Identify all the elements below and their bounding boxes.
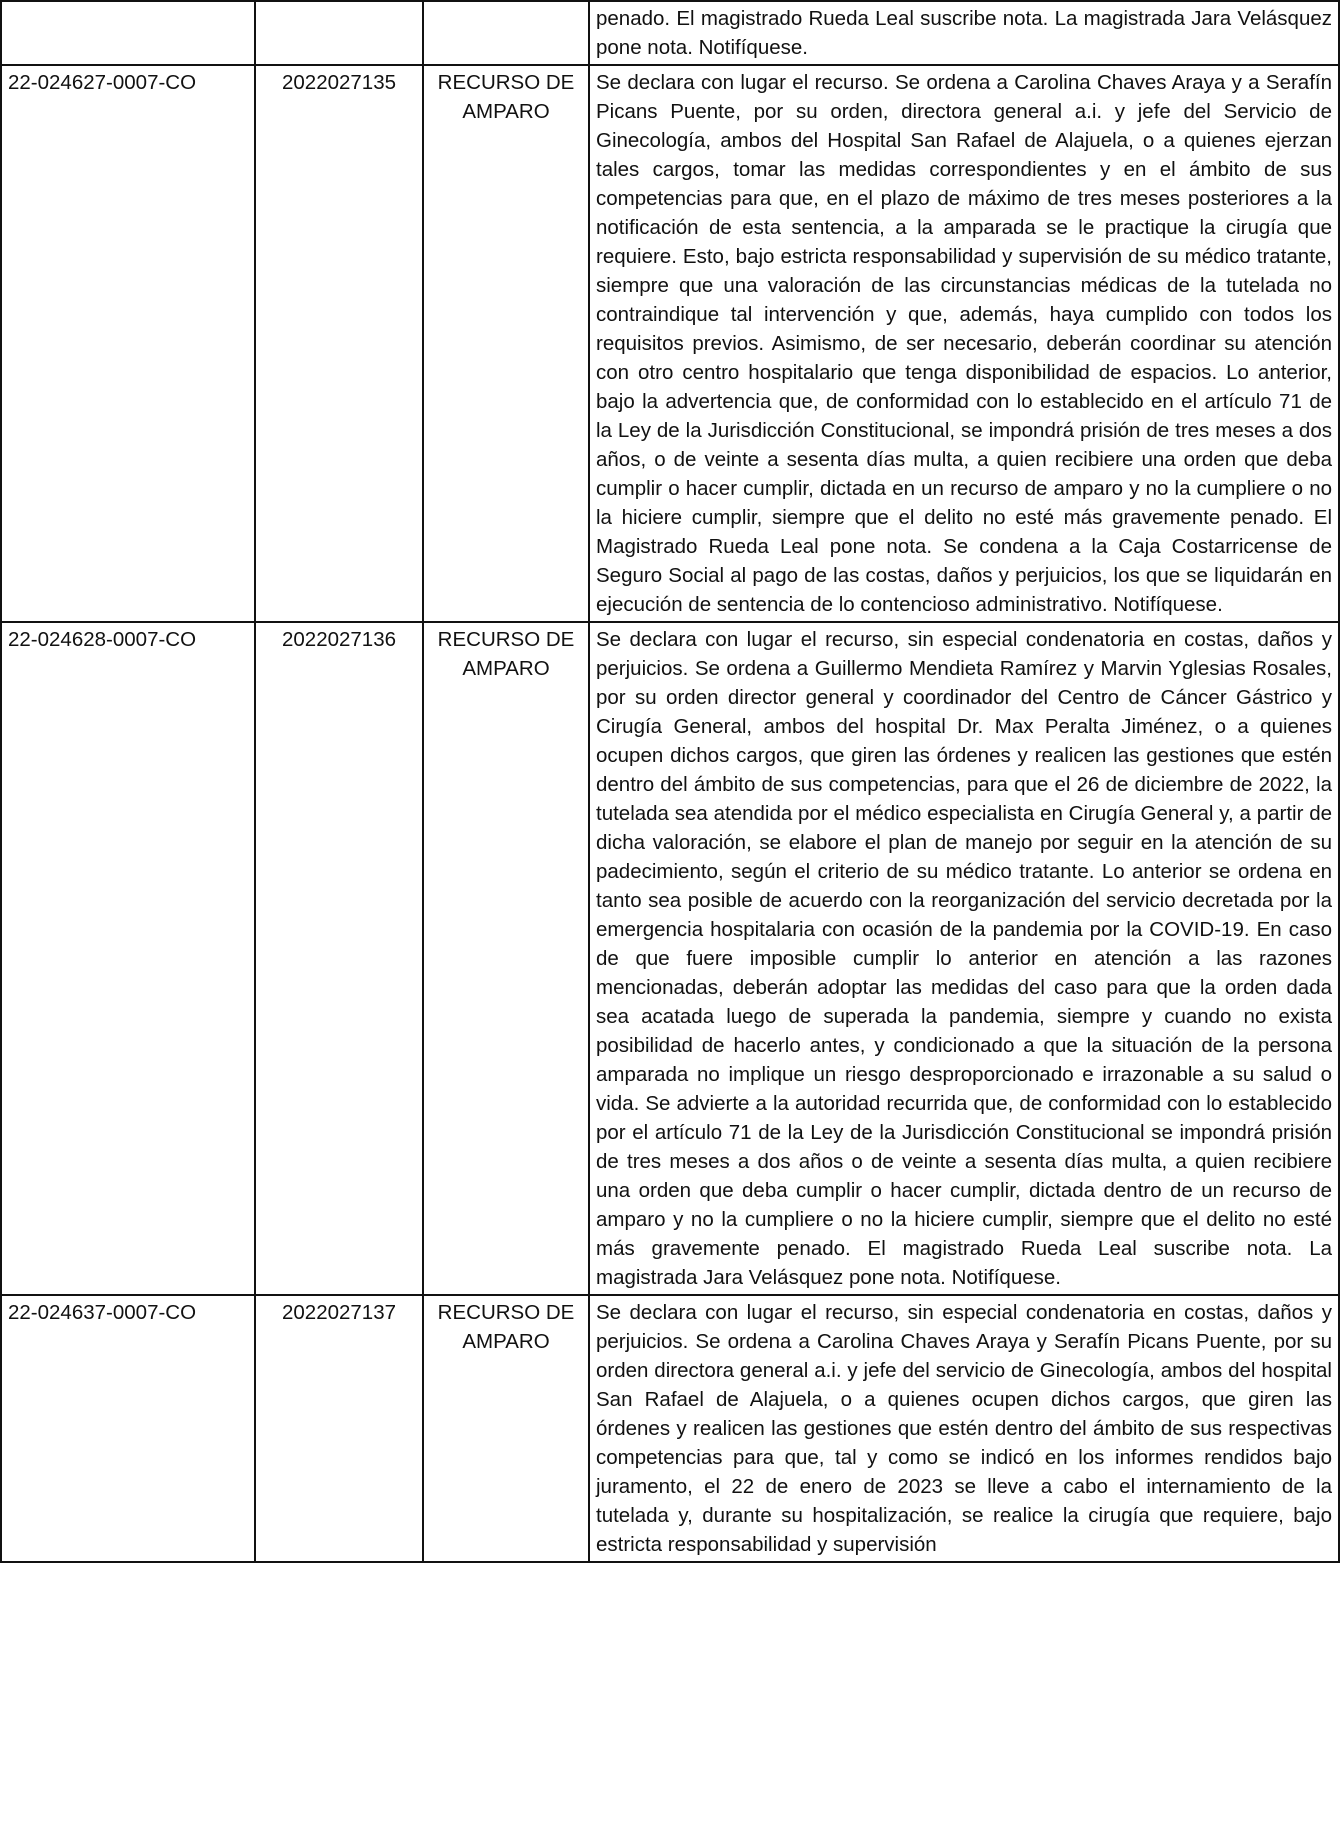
resolutions-table: penado. El magistrado Rueda Leal suscrib…: [0, 0, 1340, 1563]
vote-number: 2022027137: [254, 1294, 424, 1563]
case-type: RECURSO DE AMPARO: [422, 621, 590, 1296]
resolution-text: Se declara con lugar el recurso. Se orde…: [588, 64, 1340, 623]
table-row: 22-024628-0007-CO 2022027136 RECURSO DE AM…: [0, 621, 1340, 1296]
case-number: 22-024637-0007-CO: [0, 1294, 256, 1563]
case-type: [422, 0, 590, 66]
vote-number: 2022027136: [254, 621, 424, 1296]
vote-number: 2022027135: [254, 64, 424, 623]
resolution-text: Se declara con lugar el recurso, sin esp…: [588, 621, 1340, 1296]
case-type: RECURSO DE AMPARO: [422, 64, 590, 623]
resolution-text: Se declara con lugar el recurso, sin esp…: [588, 1294, 1340, 1563]
resolution-text: penado. El magistrado Rueda Leal suscrib…: [588, 0, 1340, 66]
case-number: 22-024628-0007-CO: [0, 621, 256, 1296]
vote-number: [254, 0, 424, 66]
case-number: [0, 0, 256, 66]
table-row: penado. El magistrado Rueda Leal suscrib…: [0, 0, 1340, 66]
table-row: 22-024637-0007-CO 2022027137 RECURSO DE AM…: [0, 1294, 1340, 1563]
table-row: 22-024627-0007-CO 2022027135 RECURSO DE AM…: [0, 64, 1340, 623]
case-type: RECURSO DE AMPARO: [422, 1294, 590, 1563]
case-number: 22-024627-0007-CO: [0, 64, 256, 623]
